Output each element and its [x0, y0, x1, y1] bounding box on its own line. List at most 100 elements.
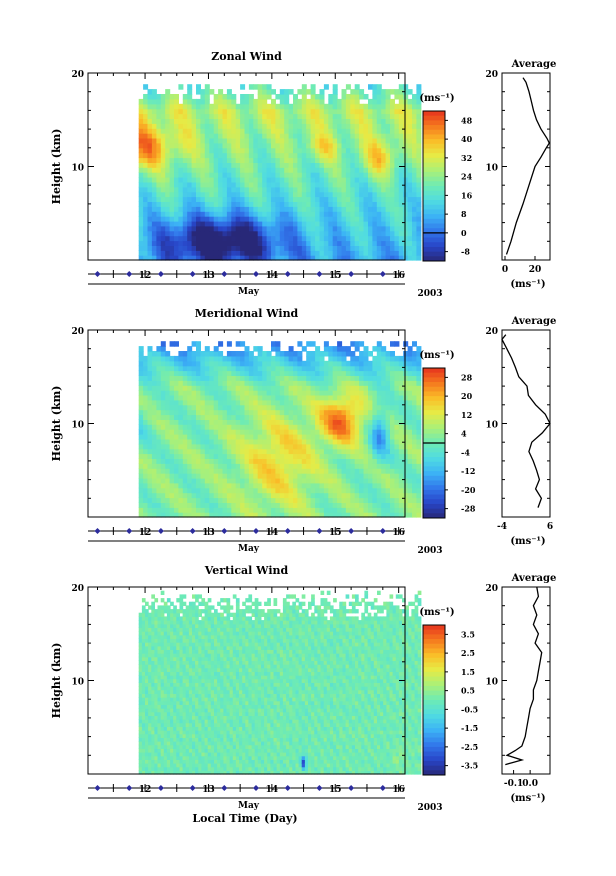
colorbar-2 — [422, 624, 446, 776]
date-marker — [253, 785, 260, 791]
colorbar-0 — [422, 110, 446, 262]
heatmap-cells-0 — [138, 84, 422, 261]
year-label-1: 2003 — [417, 546, 442, 556]
profile-x-tick-label-0: 0 — [502, 265, 508, 275]
date-marker — [316, 785, 323, 791]
profile-title-0: Average — [511, 59, 557, 70]
colorbar-unit-2: (ms⁻¹) — [419, 607, 454, 618]
date-marker — [379, 271, 386, 277]
date-marker — [348, 785, 355, 791]
date-marker — [221, 271, 228, 277]
date-marker — [379, 785, 386, 791]
colorbar-tick-label-0: 8 — [461, 209, 467, 219]
date-marker — [189, 528, 196, 534]
profile-xlabel-0: (ms⁻¹) — [510, 279, 545, 290]
heatmap-cells-1 — [138, 341, 422, 518]
date-marker — [284, 528, 291, 534]
profile-x-tick-label-1: 6 — [547, 522, 553, 532]
colorbar-tick-label-2: -2.5 — [461, 742, 478, 752]
profile-title-1: Average — [511, 316, 557, 327]
colorbar-tick-label-1: 28 — [461, 372, 473, 382]
profile-xlabel-2: (ms⁻¹) — [510, 793, 545, 804]
y-tick-label-0: 10 — [71, 164, 84, 174]
date-marker — [126, 785, 133, 791]
date-marker — [348, 528, 355, 534]
colorbar-tick-label-0: 32 — [461, 153, 472, 163]
panel-0: Zonal Wind 10 20 Height (km) 12 13 14 15 16 May 20… — [50, 50, 556, 299]
date-marker — [316, 528, 323, 534]
date-marker — [189, 785, 196, 791]
x-tick-label-0: 13 — [202, 271, 215, 281]
colorbar-tick-label-0: 40 — [461, 134, 473, 144]
date-marker — [284, 271, 291, 277]
profile-y-tick-label-1: 20 — [485, 327, 498, 337]
x-axis-label-2: May — [238, 801, 260, 811]
x-tick-label-2: 16 — [392, 785, 405, 795]
x-tick-label-2: 15 — [329, 785, 342, 795]
panel-2: Vertical Wind 10 20 Height (km) 12 13 14 15 16 Ma… — [50, 564, 556, 813]
x-tick-label-0: 12 — [139, 271, 152, 281]
date-marker — [284, 785, 291, 791]
profile-line-2 — [505, 586, 543, 766]
colorbar-tick-label-2: -1.5 — [461, 723, 478, 733]
date-marker — [126, 271, 133, 277]
y-axis-label-2: Height (km) — [50, 643, 63, 719]
x-tick-label-2: 13 — [202, 785, 215, 795]
colorbar-tick-label-2: -0.5 — [461, 704, 478, 714]
x-tick-label-1: 13 — [202, 528, 215, 538]
date-marker — [348, 271, 355, 277]
profile-y-tick-label-0: 20 — [485, 70, 498, 80]
year-label-2: 2003 — [417, 803, 442, 813]
colorbar-tick-label-2: 2.5 — [461, 648, 475, 658]
colorbar-unit-1: (ms⁻¹) — [419, 350, 454, 361]
profile-x-tick-label-2: -0.1 — [504, 779, 523, 789]
y-tick-label-2: 10 — [71, 678, 84, 688]
colorbar-tick-label-1: -28 — [461, 504, 476, 514]
heatmap-cells-2 — [138, 590, 422, 775]
y-tick-label-1: 10 — [71, 421, 84, 431]
x-tick-label-0: 15 — [329, 271, 342, 281]
colorbar-tick-label-1: 20 — [461, 391, 473, 401]
x-tick-label-2: 14 — [266, 785, 279, 795]
date-marker — [157, 785, 164, 791]
date-marker — [157, 271, 164, 277]
colorbar-tick-label-0: 24 — [461, 172, 473, 182]
date-marker — [157, 528, 164, 534]
date-marker — [253, 271, 260, 277]
bottom-xlabel: Local Time (Day) — [192, 812, 297, 825]
profile-x-tick-label-1: -4 — [497, 522, 507, 532]
profile-frame-1 — [501, 329, 551, 518]
colorbar-tick-label-1: 4 — [461, 429, 467, 439]
colorbar-unit-0: (ms⁻¹) — [419, 93, 454, 104]
colorbar-tick-label-0: -8 — [461, 247, 470, 257]
x-tick-label-1: 15 — [329, 528, 342, 538]
panel-title-0: Zonal Wind — [211, 50, 282, 63]
date-marker — [189, 271, 196, 277]
year-label-0: 2003 — [417, 289, 442, 299]
date-marker — [126, 528, 133, 534]
profile-frame-2 — [501, 586, 551, 775]
date-marker — [94, 528, 101, 534]
colorbar-tick-label-2: 1.5 — [461, 667, 475, 677]
colorbar-tick-label-0: 16 — [461, 190, 473, 200]
date-marker — [94, 785, 101, 791]
colorbar-tick-label-1: -20 — [461, 485, 476, 495]
profile-y-tick-label-2: 20 — [485, 584, 498, 594]
profile-title-2: Average — [511, 573, 557, 584]
y-tick-label-1: 20 — [71, 327, 84, 337]
x-tick-label-2: 12 — [139, 785, 152, 795]
x-axis-label-1: May — [238, 544, 260, 554]
y-axis-label-0: Height (km) — [50, 129, 63, 205]
date-marker — [94, 271, 101, 277]
x-tick-label-1: 14 — [266, 528, 279, 538]
x-axis-label-0: May — [238, 287, 260, 297]
colorbar-tick-label-2: 3.5 — [461, 629, 475, 639]
colorbar-tick-label-1: 12 — [461, 410, 472, 420]
profile-xlabel-1: (ms⁻¹) — [510, 536, 545, 547]
x-tick-label-0: 14 — [266, 271, 279, 281]
date-marker — [253, 528, 260, 534]
profile-x-tick-label-2: 0.0 — [522, 779, 538, 789]
date-marker — [221, 785, 228, 791]
panel-title-1: Meridional Wind — [195, 307, 299, 320]
profile-y-tick-label-0: 10 — [485, 164, 498, 174]
